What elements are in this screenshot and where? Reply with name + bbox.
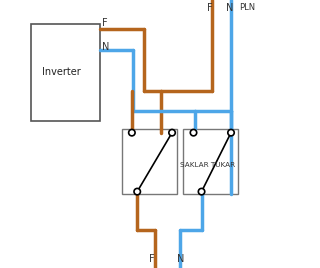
Circle shape (198, 188, 205, 195)
Text: F: F (149, 254, 155, 264)
Text: Inverter: Inverter (42, 67, 81, 77)
Bar (31, 24, 100, 121)
Text: N: N (177, 254, 185, 264)
Text: SAKLAR TUKAR: SAKLAR TUKAR (180, 162, 235, 168)
Text: N: N (226, 2, 233, 13)
Circle shape (134, 188, 140, 195)
Text: PLN: PLN (239, 3, 255, 12)
Circle shape (228, 129, 234, 136)
Circle shape (190, 129, 197, 136)
Circle shape (169, 129, 175, 136)
Bar (183, 129, 238, 194)
Circle shape (129, 129, 135, 136)
Bar (123, 129, 177, 194)
Text: F: F (207, 2, 212, 13)
Text: N: N (102, 42, 110, 52)
Text: F: F (102, 18, 108, 28)
